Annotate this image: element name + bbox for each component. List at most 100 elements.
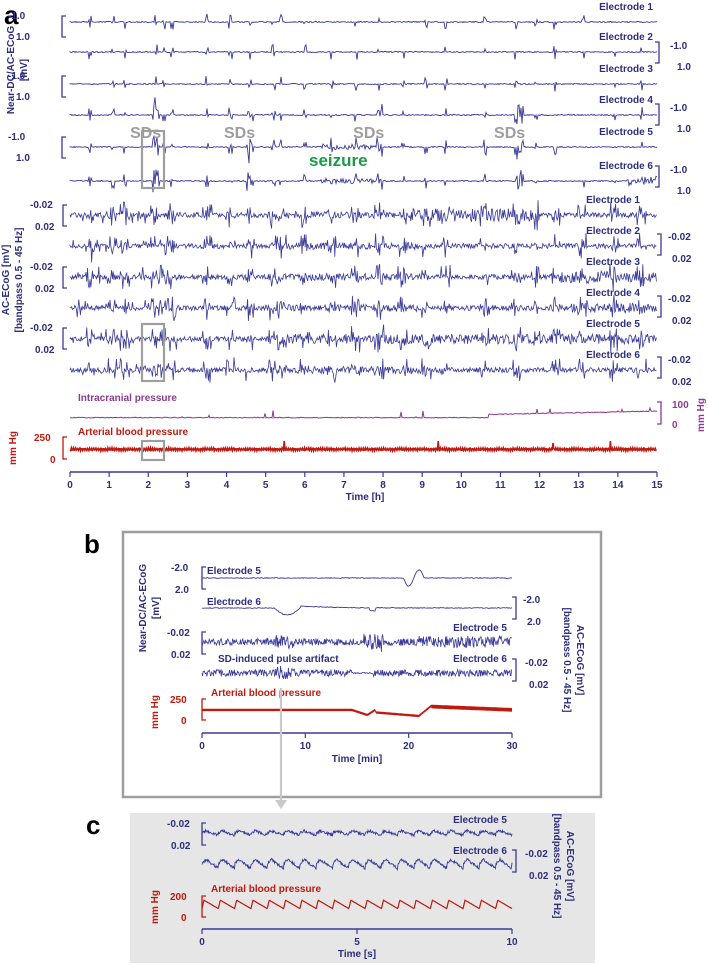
- a-ac-trace-electrode-6: [69, 357, 657, 383]
- svg-text:0.02: 0.02: [35, 222, 55, 233]
- a-xtick-label-1: 1: [106, 480, 112, 491]
- a-ac-ylabel-1: AC-ECoG [mV]: [1, 245, 12, 316]
- a-ac-label-electrode-6: Electrode 6: [586, 350, 640, 361]
- c-ac-label-electrode-6: Electrode 6: [453, 846, 507, 857]
- b-xtick-label-3: 30: [506, 741, 518, 752]
- a-dc-scale-left-1: -1.0 1.0: [8, 11, 66, 43]
- a-icp-scale: 100 0 mm Hg: [657, 398, 707, 432]
- a-dc-trace-electrode-5: [69, 135, 658, 164]
- svg-text:0.02: 0.02: [35, 284, 55, 295]
- svg-text:-0.02: -0.02: [30, 200, 53, 211]
- svg-text:0.02: 0.02: [529, 680, 549, 691]
- c-ac-scale-right: -0.02 0.02: [512, 849, 549, 882]
- svg-text:0.02: 0.02: [171, 841, 191, 852]
- b-ac-trace-electrode-5: [201, 633, 512, 652]
- panel-b-traces: [201, 569, 513, 718]
- b-dc-ylabel-2: [mV]: [151, 597, 162, 619]
- a-ac-scale-left-3: -0.02 0.02: [30, 262, 67, 295]
- panel-a-sd-annotations: SDs SDs SDs SDs: [130, 125, 525, 142]
- svg-text:-1.0: -1.0: [670, 41, 688, 52]
- svg-text:200: 200: [170, 892, 187, 903]
- a-dc-label-electrode-1: Electrode 1: [599, 2, 653, 13]
- svg-text:0: 0: [50, 455, 56, 466]
- b-dc-trace-electrode-5: [201, 569, 513, 587]
- svg-text:1.0: 1.0: [16, 92, 30, 103]
- a-icp-trace: [69, 406, 658, 419]
- c-abp-label: Arterial blood pressure: [211, 884, 321, 895]
- a-xtick-label-8: 8: [380, 480, 386, 491]
- svg-text:0: 0: [181, 716, 187, 727]
- b-ac-ylabel-2: [bandpass 0.5 - 45 Hz]: [561, 607, 572, 712]
- svg-text:0: 0: [672, 420, 678, 431]
- a-ac-scale-right-4: -0.02 0.02: [657, 294, 692, 327]
- a-xtick-label-5: 5: [263, 480, 269, 491]
- b-abp-label: Arterial blood pressure: [211, 688, 321, 699]
- a-xtick-label-14: 14: [612, 480, 624, 491]
- svg-text:100: 100: [672, 400, 689, 411]
- sd-label-4: SDs: [494, 125, 525, 142]
- a-ac-scale-right-2: -0.02 0.02: [657, 232, 692, 265]
- a-dc-trace-electrode-4: [69, 97, 658, 125]
- a-dc-ylabel-1: Near-DC/AC-ECoG: [6, 26, 17, 115]
- panel-b-electrode-labels: Electrode 5 Electrode 6 Electrode 5 Electro…: [207, 566, 507, 665]
- a-dc-trace-electrode-2: [69, 43, 658, 60]
- a-xtick-label-10: 10: [456, 480, 468, 491]
- a-xtick-label-11: 11: [495, 480, 506, 491]
- a-ac-scale-right-6: -0.02 0.02: [657, 355, 692, 388]
- a-dc-scale-left-5: -1.0 1.0: [8, 132, 66, 164]
- svg-text:1.0: 1.0: [677, 186, 691, 197]
- svg-text:-0.02: -0.02: [525, 849, 548, 860]
- a-abp-trace: [69, 440, 657, 454]
- c-ac-trace-electrode-6: [201, 856, 513, 872]
- panel-c-traces: [201, 828, 513, 910]
- a-ac-label-electrode-4: Electrode 4: [586, 288, 640, 299]
- a-ac-trace-electrode-5: [69, 324, 657, 353]
- svg-text:-0.02: -0.02: [167, 628, 190, 639]
- svg-text:-0.02: -0.02: [30, 323, 53, 334]
- svg-text:-1.0: -1.0: [670, 165, 688, 176]
- a-dc-scale-right-6: -1.0 1.0: [655, 165, 691, 197]
- svg-text:-0.02: -0.02: [668, 294, 691, 305]
- c-xlabel: Time [s]: [338, 949, 376, 960]
- a-xtick-label-15: 15: [651, 480, 663, 491]
- panel-a-label: a: [4, 0, 19, 30]
- sd-label-2: SDs: [224, 125, 255, 142]
- b-dc-label-electrode-5: Electrode 5: [207, 566, 261, 577]
- c-ac-ylabel-2: [bandpass 0.5 - 45 Hz]: [551, 813, 562, 918]
- svg-text:0.02: 0.02: [171, 650, 191, 661]
- svg-text:250: 250: [170, 695, 187, 706]
- b-xtick-label-0: 0: [199, 741, 205, 752]
- svg-text:-1.0: -1.0: [8, 132, 26, 143]
- svg-text:0.02: 0.02: [672, 377, 692, 388]
- a-dc-trace-electrode-3: [69, 76, 658, 92]
- c-x-axis: 0 5 10: [199, 928, 518, 948]
- b-dc-scale-right: -2.0 2.0: [512, 595, 541, 628]
- a-dc-label-electrode-2: Electrode 2: [599, 32, 653, 43]
- c-ac-ylabel-1: AC-ECoG [mV]: [564, 831, 575, 902]
- svg-text:-1.0: -1.0: [8, 11, 26, 22]
- svg-text:-0.02: -0.02: [668, 355, 691, 366]
- c-ac-scale-left: -0.02 0.02: [167, 819, 206, 852]
- svg-text:-2.0: -2.0: [523, 595, 541, 606]
- svg-text:2.0: 2.0: [527, 617, 541, 628]
- a-xtick-label-13: 13: [573, 480, 585, 491]
- a-xtick-label-7: 7: [341, 480, 347, 491]
- svg-text:-0.02: -0.02: [668, 232, 691, 243]
- svg-text:0.02: 0.02: [35, 345, 55, 356]
- svg-text:1.0: 1.0: [16, 32, 30, 43]
- a-ac-ylabel-2: [bandpass 0.5 - 45 Hz]: [14, 227, 25, 332]
- a-ac-trace-electrode-4: [69, 294, 657, 322]
- a-xtick-label-9: 9: [419, 480, 425, 491]
- panel-c-electrode-labels: Electrode 5 Electrode 6: [453, 815, 507, 857]
- b-xtick-label-2: 20: [403, 741, 415, 752]
- seizure-label: seizure: [309, 151, 368, 170]
- svg-text:-1.0: -1.0: [670, 103, 688, 114]
- c-xtick-label-2: 10: [506, 937, 518, 948]
- a-highlight-boxes: [140, 129, 166, 462]
- a-ac-label-electrode-3: Electrode 3: [586, 257, 640, 268]
- a-dc-ylabel-2: [mV]: [19, 59, 30, 81]
- svg-text:1.0: 1.0: [677, 62, 691, 73]
- svg-text:-2.0: -2.0: [171, 563, 189, 574]
- svg-text:0.02: 0.02: [672, 316, 692, 327]
- b-ac-label-electrode-5: Electrode 5: [453, 623, 507, 634]
